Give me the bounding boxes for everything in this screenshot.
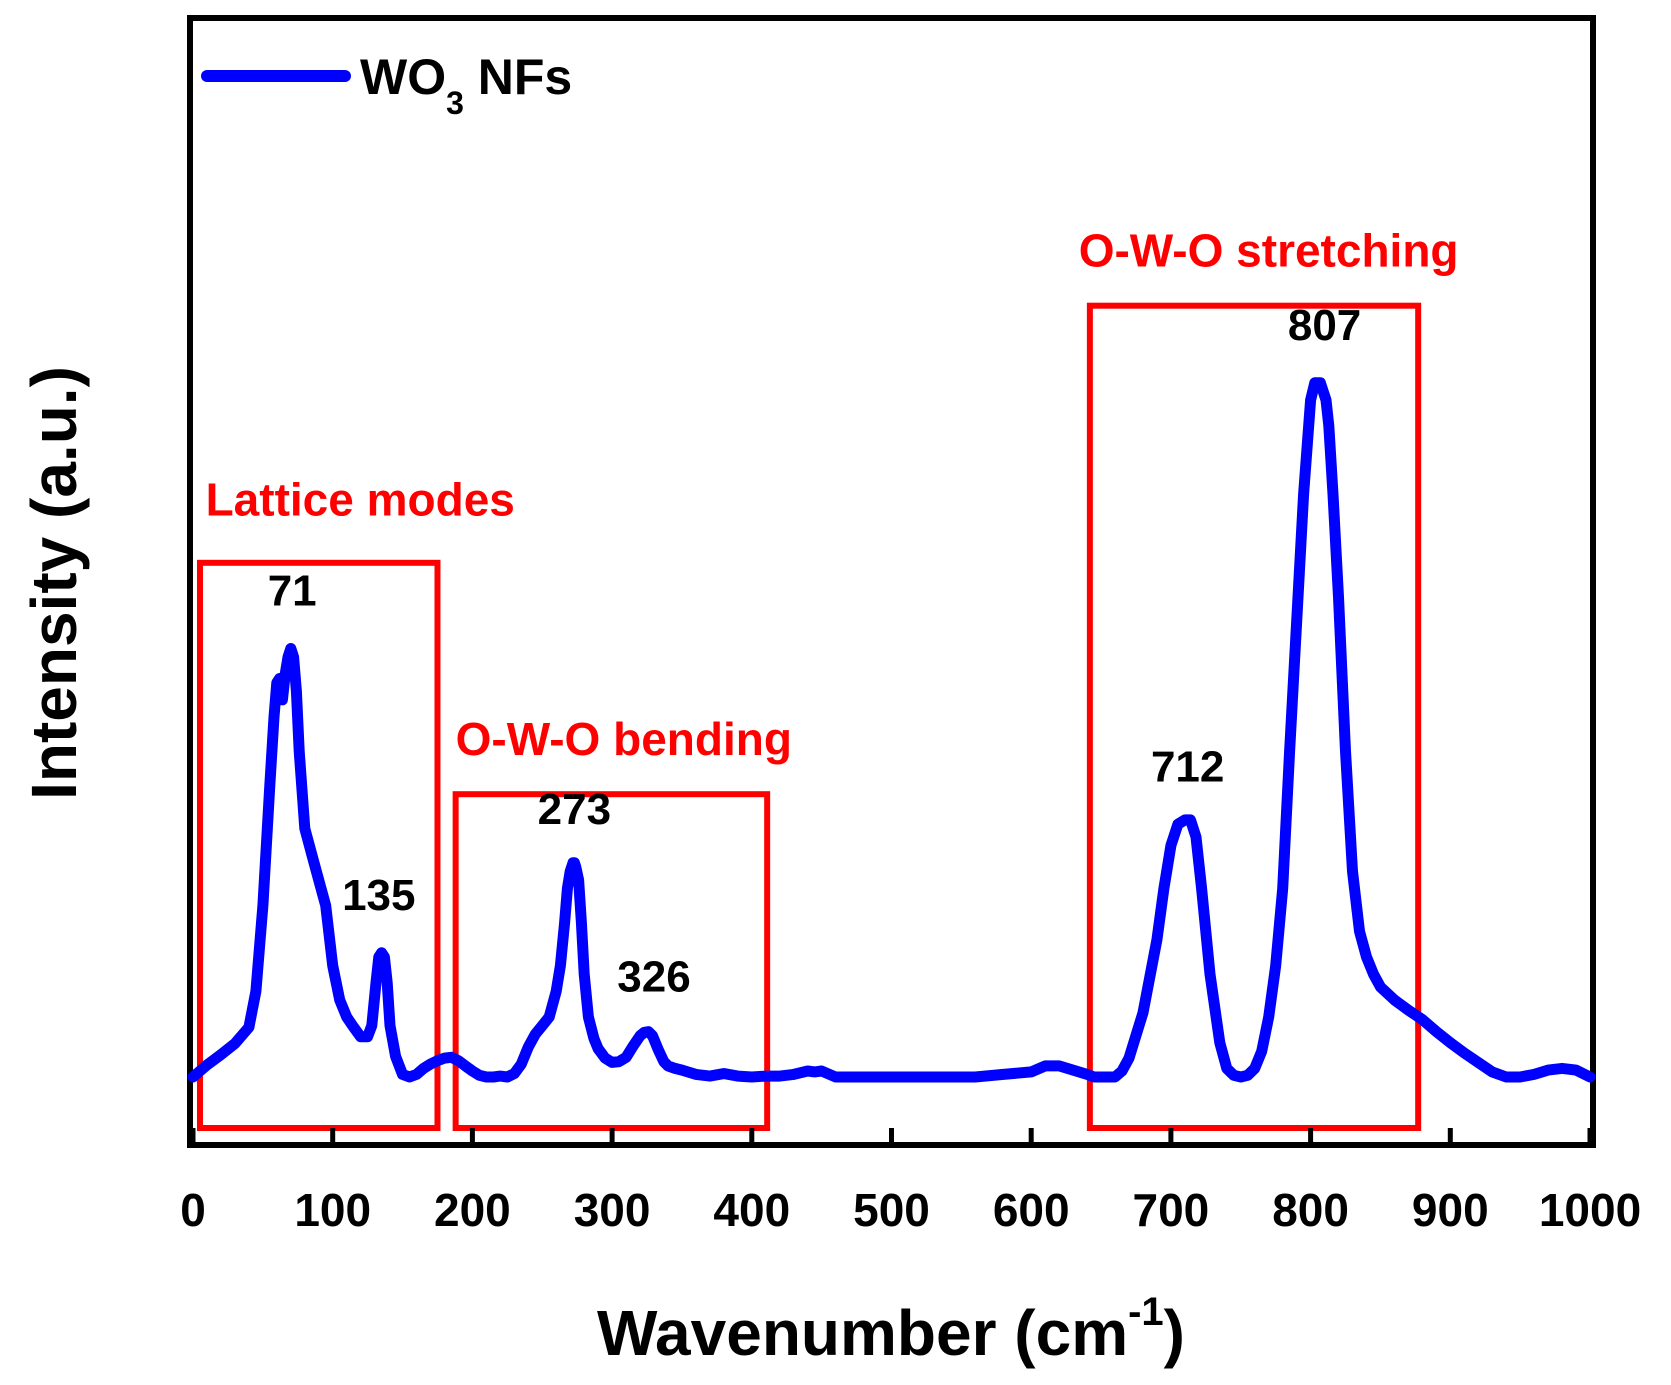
legend-entry-suffix: NFs	[464, 49, 572, 105]
x-tick-label: 700	[1133, 1184, 1210, 1236]
peak-labels: 71 135 273 326 712 807	[268, 301, 1362, 1001]
peak-label: 326	[617, 952, 690, 1001]
x-tick-label: 0	[180, 1184, 206, 1236]
x-tick-label: 100	[294, 1184, 371, 1236]
peak-label: 712	[1151, 742, 1224, 791]
x-tick-label: 900	[1412, 1184, 1489, 1236]
region-box	[196, 559, 441, 1131]
x-axis-title-main: Wavenumber (cm	[597, 1297, 1128, 1369]
x-tick-label: 600	[993, 1184, 1070, 1236]
region-label: Lattice modes	[206, 474, 515, 526]
series-line-wo3-nfs	[187, 377, 1596, 1083]
x-tick-label: 500	[853, 1184, 930, 1236]
region-boxes: Lattice modes O-W-O bending O-W-O stretchi…	[196, 224, 1459, 1131]
x-axis-title-close: )	[1164, 1297, 1185, 1369]
x-tick-label: 300	[574, 1184, 651, 1236]
peak-label: 71	[268, 567, 317, 616]
legend-entry-subscript: 3	[446, 85, 464, 121]
x-axis-ticks: 0 100 200 300 400 500 600 700 800 900 1000	[180, 1128, 1641, 1236]
legend-entry-name: WO	[360, 49, 446, 105]
x-tick-label: 800	[1272, 1184, 1349, 1236]
x-axis-title-superscript: -1	[1128, 1290, 1164, 1334]
x-axis-title: Wavenumber (cm-1)	[597, 1290, 1185, 1369]
y-axis-title: Intensity (a.u.)	[18, 366, 90, 800]
legend: WO3 NFs	[201, 49, 572, 121]
x-tick-label: 400	[713, 1184, 790, 1236]
peak-label: 135	[342, 871, 415, 920]
legend-text: WO3 NFs	[360, 49, 572, 121]
x-tick-label: 1000	[1539, 1184, 1641, 1236]
region-label: O-W-O stretching	[1079, 224, 1459, 276]
peak-label: 273	[538, 785, 611, 834]
region-label: O-W-O bending	[456, 713, 792, 765]
x-tick-label: 200	[434, 1184, 511, 1236]
peak-label: 807	[1288, 301, 1361, 350]
region-box	[1086, 302, 1422, 1131]
